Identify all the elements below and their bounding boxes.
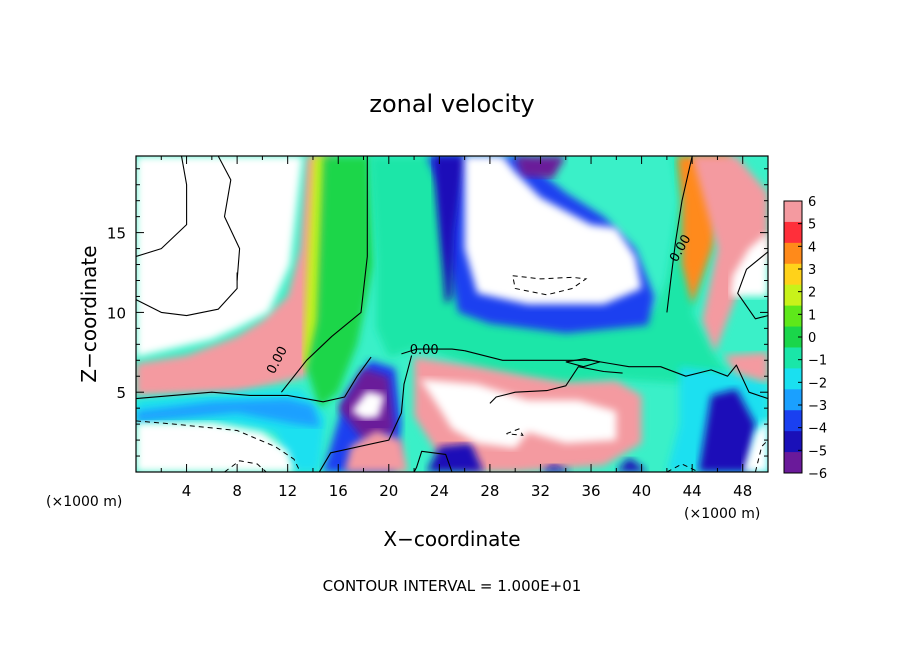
colorbar-segment xyxy=(784,221,802,244)
colorbar-label: −3 xyxy=(808,399,827,414)
colorbar-label: −6 xyxy=(808,467,827,482)
colorbar-segment xyxy=(784,326,802,348)
x-tick-label: 44 xyxy=(683,482,702,500)
colorbar-label: 2 xyxy=(808,286,816,301)
colorbar-label: −1 xyxy=(808,354,827,369)
colorbar-label: −5 xyxy=(808,444,827,459)
white-region xyxy=(420,379,617,449)
white-region xyxy=(742,419,768,472)
x-tick-label: 16 xyxy=(329,482,348,500)
x-tick-label: 40 xyxy=(632,482,651,500)
colorbar-segment xyxy=(784,242,802,265)
contour-label: 0.00 xyxy=(410,343,439,358)
contour-interval-note: CONTOUR INTERVAL = 1.000E+01 xyxy=(323,577,582,595)
contour-line-solid xyxy=(666,156,693,313)
contour-line-solid xyxy=(737,251,768,320)
velocity-region xyxy=(136,398,321,428)
x-tick-label: 24 xyxy=(430,482,449,500)
colorbar-segment xyxy=(784,410,802,432)
contour-line-dashed xyxy=(224,460,267,472)
x-tick-label: 4 xyxy=(182,482,192,500)
contour-line-dashed xyxy=(512,275,588,296)
x-tick-label: 20 xyxy=(379,482,398,500)
colorbar-segment xyxy=(784,284,802,307)
y-axis: 5 10 15 xyxy=(107,168,768,457)
colorbar-segment xyxy=(784,347,802,369)
colorbar-label: 3 xyxy=(808,263,816,278)
x-unit-left: (×1000 m) xyxy=(46,494,122,510)
colorbar-segment xyxy=(784,305,802,328)
velocity-region xyxy=(540,464,573,472)
velocity-region xyxy=(692,156,768,353)
contour-lines xyxy=(136,156,768,472)
velocity-region xyxy=(426,443,484,472)
white-region xyxy=(136,422,294,472)
y-tick-label: 10 xyxy=(107,304,126,322)
colorbar-segment xyxy=(784,389,802,411)
contour-line-solid xyxy=(401,348,465,355)
x-tick-label: 12 xyxy=(278,482,297,500)
y-tick-label: 5 xyxy=(116,384,126,402)
colorbar-label: 4 xyxy=(808,240,816,255)
white-region xyxy=(730,232,768,297)
contour-line-dashed xyxy=(666,463,699,472)
colorbar-label: −4 xyxy=(808,422,827,437)
plot-frame xyxy=(135,155,769,473)
x-tick-label: 48 xyxy=(733,482,752,500)
contour-line-solid xyxy=(413,450,453,472)
x-tick-label: 8 xyxy=(232,482,242,500)
x-unit-right: (×1000 m) xyxy=(684,506,760,522)
colorbar-label: 0 xyxy=(808,331,816,346)
white-region xyxy=(464,156,642,305)
velocity-region xyxy=(369,156,731,385)
colorbar-segment xyxy=(784,201,802,223)
x-axis-label: X−coordinate xyxy=(383,527,520,551)
x-axis: 4 8 12 16 20 24 28 32 36 40 44 48 xyxy=(160,156,752,500)
contour-line-solid xyxy=(136,156,188,258)
colorbar-segment xyxy=(784,263,802,286)
colorbar-label: 6 xyxy=(808,195,816,210)
colorbar-label: 1 xyxy=(808,308,816,323)
white-region xyxy=(350,390,385,420)
contour-line-solid xyxy=(464,350,768,400)
contour-line-dashed xyxy=(136,420,301,472)
y-tick-label: 15 xyxy=(107,225,126,243)
velocity-region xyxy=(616,457,648,472)
colorbar-segment xyxy=(784,368,802,390)
y-axis-label: Z−coordinate xyxy=(77,245,101,382)
x-tick-label: 28 xyxy=(480,482,499,500)
colorbar-label: −2 xyxy=(808,376,827,391)
contour-line-solid xyxy=(489,366,623,404)
plot-area: 0.00 0.000.00 xyxy=(135,155,769,473)
colorbar-segment xyxy=(784,452,802,474)
chart-title: zonal velocity xyxy=(369,90,534,118)
contour-line-solid xyxy=(217,156,241,281)
velocity-region xyxy=(344,430,408,472)
colorbar: 6 5 4 3 2 1 0 −1 −2 −3 −4 −5 −6 xyxy=(783,195,827,482)
x-tick-label: 36 xyxy=(581,482,600,500)
velocity-region xyxy=(433,156,465,305)
contour-line-solid xyxy=(136,272,238,317)
masked-regions xyxy=(136,156,768,472)
contour-line-solid xyxy=(136,356,372,403)
white-region xyxy=(136,156,303,358)
colorbar-label: 5 xyxy=(808,218,816,233)
colorbar-segment xyxy=(784,431,802,453)
contour-line-solid xyxy=(318,355,413,472)
x-tick-label: 32 xyxy=(531,482,550,500)
contour-line-solid xyxy=(280,156,368,393)
contour-line-solid xyxy=(565,358,601,368)
velocity-region xyxy=(515,156,566,179)
velocity-region xyxy=(136,156,336,396)
velocity-region xyxy=(698,389,756,472)
contour-line-dashed xyxy=(506,428,524,436)
velocity-region xyxy=(723,352,768,383)
